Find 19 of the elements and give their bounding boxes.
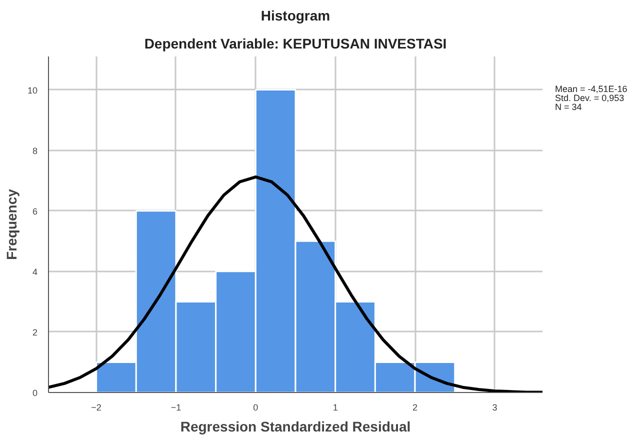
annotation: Std. Dev. = 0,953 xyxy=(555,94,624,103)
y-tick-label: 4 xyxy=(32,266,38,277)
y-axis-title: Frequency xyxy=(3,188,20,260)
y-tick-label: 10 xyxy=(27,85,38,96)
y-tick-label: 8 xyxy=(32,146,38,156)
x-axis-title: Regression Standardized Residual xyxy=(180,418,411,434)
chart-title: Histogram xyxy=(260,8,330,24)
x-tick-label: 3 xyxy=(492,402,498,412)
y-tick-label: 0 xyxy=(32,388,38,398)
x-tick-label: −2 xyxy=(91,402,102,412)
y-tick-label: 6 xyxy=(32,206,38,216)
x-tick-label: 0 xyxy=(253,402,258,412)
x-tick-label: −1 xyxy=(170,402,182,412)
chart-subtitle: Dependent Variable: KEPUTUSAN INVESTASI xyxy=(144,36,447,52)
y-tick-label: 2 xyxy=(32,327,38,338)
annotation: Mean = -4,51E-16 xyxy=(555,85,628,94)
x-tick-label: 1 xyxy=(332,402,338,412)
annotation: N = 34 xyxy=(555,103,583,112)
x-tick-label: 2 xyxy=(412,402,418,412)
